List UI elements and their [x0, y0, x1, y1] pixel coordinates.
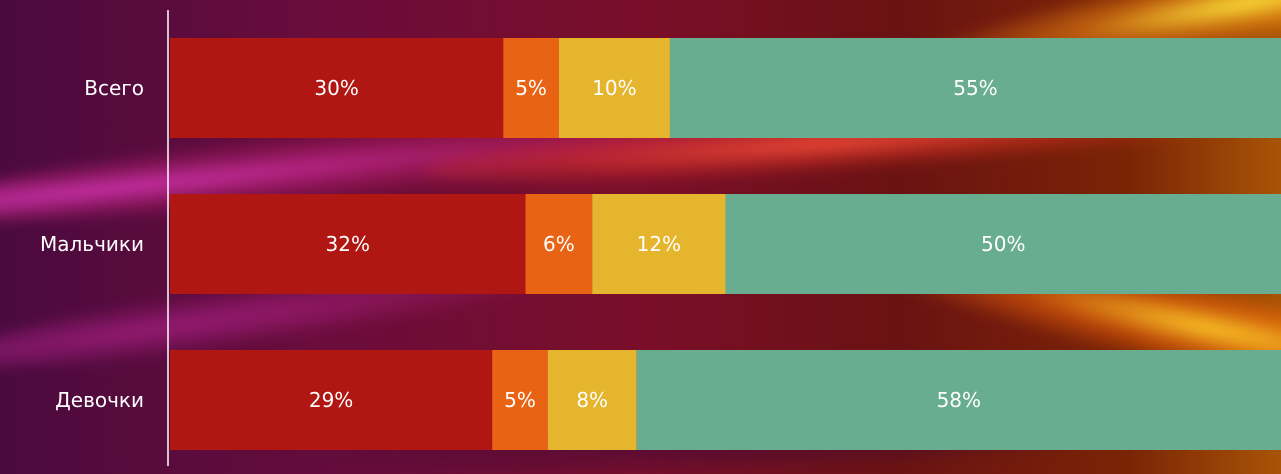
bar-segment	[525, 194, 593, 294]
data-label: 5%	[515, 76, 547, 100]
data-label: 12%	[637, 232, 681, 256]
bar-segment	[636, 350, 1281, 450]
category-label: Мальчики	[40, 232, 144, 256]
data-label: 29%	[309, 388, 353, 412]
bar-segment	[547, 350, 637, 450]
bar-segment	[503, 38, 559, 138]
data-label: 32%	[326, 232, 370, 256]
bar-segment	[725, 194, 1281, 294]
data-label: 55%	[953, 76, 997, 100]
bar-segment	[492, 350, 548, 450]
bar-segment	[558, 38, 670, 138]
bar-segment	[170, 350, 493, 450]
bar-segment	[592, 194, 726, 294]
data-label: 58%	[937, 388, 981, 412]
bar-segment	[669, 38, 1281, 138]
category-label: Девочки	[55, 388, 144, 412]
category-label: Всего	[84, 76, 144, 100]
data-label: 8%	[576, 388, 608, 412]
bar-segment	[170, 194, 526, 294]
data-label: 50%	[981, 232, 1025, 256]
data-label: 6%	[543, 232, 575, 256]
data-label: 10%	[592, 76, 636, 100]
data-label: 5%	[504, 388, 536, 412]
data-label: 30%	[314, 76, 358, 100]
bar-segment	[170, 38, 504, 138]
plot-area: Всего 30% 5% 10% 55% Мальчики 32% 6% 12% 50% Девоч…	[40, 38, 1281, 450]
